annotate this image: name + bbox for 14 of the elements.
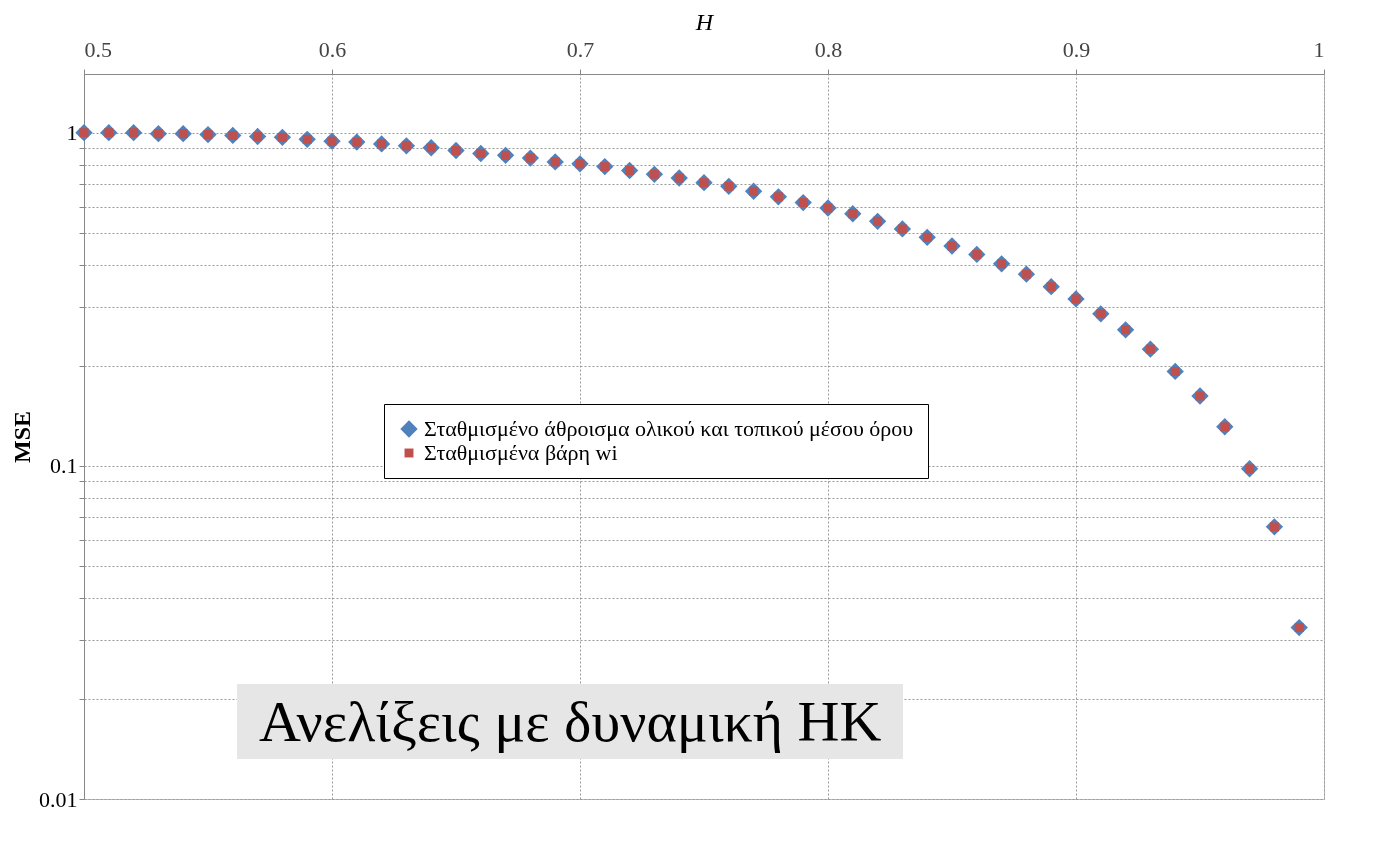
annotation: Ανελίξεις με δυναμική ΗΚ — [237, 684, 904, 759]
y-tick-label: 0.1 — [50, 453, 78, 479]
x-tick-label: 0.9 — [1062, 36, 1091, 62]
x-tick-label: 0.5 — [84, 36, 112, 62]
legend-label: Σταθμισμένο άθροισμα ολικού και τοπικού μέσου όρου — [424, 416, 914, 441]
x-tick-label: 1 — [1313, 36, 1325, 62]
y-axis-title: MSE — [9, 410, 35, 464]
x-tick-label: 0.7 — [566, 36, 595, 62]
x-tick-label: 0.6 — [318, 36, 347, 62]
x-tick-label: 0.8 — [814, 36, 843, 62]
legend-label: Σταθμισμένα βάρη wi — [424, 440, 618, 465]
y-tick-label: 1 — [66, 120, 78, 146]
y-tick-label: 0.01 — [39, 786, 78, 812]
x-axis-title: H — [694, 8, 715, 35]
